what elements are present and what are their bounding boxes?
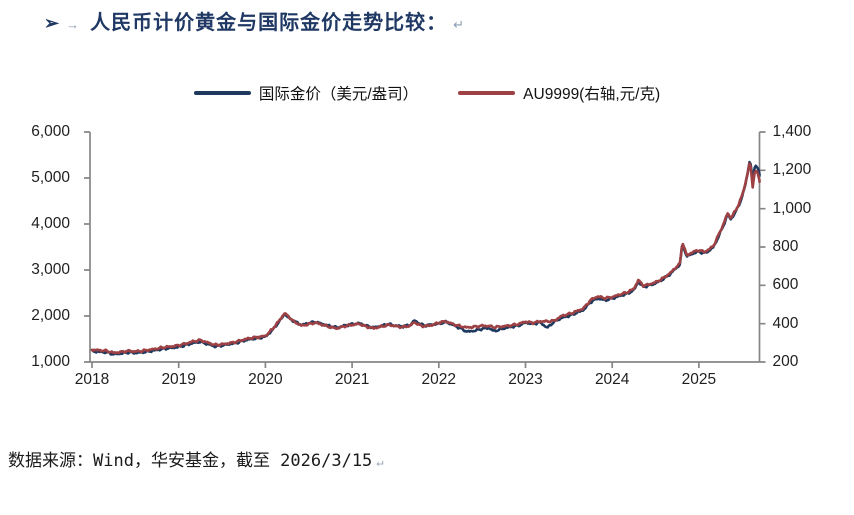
gold-price-chart: 6,000 5,000 4,000 3,000 2,000 1,000 1,400 1,200…: [31, 123, 812, 388]
paragraph-return-mark: ↵: [453, 17, 464, 32]
legend-line-sample-blue: [193, 90, 251, 96]
y-left-tick-label: 1,000: [31, 353, 70, 370]
y-right-tick-label: 1,000: [772, 199, 812, 217]
x-tick-label: 2025: [681, 371, 717, 388]
y-right-tick-label: 1,200: [772, 161, 812, 179]
x-tick-label: 2024: [594, 371, 630, 388]
y-left-tick-label: 2,000: [31, 307, 70, 324]
y-left-tick-label: 3,000: [31, 261, 70, 278]
x-tick-label: 2019: [161, 371, 196, 388]
chart-plot-svg: [84, 131, 766, 368]
legend-label: 国际金价（美元/盎司）: [258, 86, 419, 103]
legend-item-au9999: AU9999(右轴,元/克): [458, 82, 660, 104]
legend-item-intl-gold: 国际金价（美元/盎司）: [193, 82, 419, 104]
paragraph-return-mark: ↵: [376, 455, 384, 469]
figure-title-text: 人民币计价黄金与国际金价走势比较：: [90, 12, 448, 34]
legend-line-sample-red: [458, 90, 516, 96]
tab-arrow-mark: →: [66, 17, 80, 32]
y-right-tick-label: 400: [772, 314, 799, 332]
y-right-tick-label: 1,400: [772, 123, 812, 140]
x-tick-label: 2022: [421, 371, 457, 388]
y-right-tick-label: 800: [772, 238, 799, 255]
x-tick-label: 2020: [248, 371, 283, 388]
y-right-tick-label: 600: [772, 276, 799, 294]
data-source-note: 数据来源：Wind，华安基金，截至 2026/3/15 ↵: [8, 446, 384, 471]
x-tick-label: 2018: [74, 371, 110, 388]
x-tick-label: 2021: [334, 371, 370, 388]
y-right-tick-label: 200: [772, 353, 799, 370]
x-tick-label: 2023: [508, 371, 543, 388]
source-note-text: 数据来源：Wind，华安基金，截至 2026/3/15: [8, 451, 373, 471]
legend-label: AU9999(右轴,元/克): [523, 86, 661, 103]
figure-title: ➢ → 人民币计价黄金与国际金价走势比较： ↵: [44, 6, 464, 35]
y-left-tick-label: 6,000: [31, 123, 70, 140]
axis-lines: [84, 131, 766, 368]
chart-legend: 国际金价（美元/盎司） AU9999(右轴,元/克): [0, 82, 854, 104]
y-left-tick-label: 4,000: [31, 215, 70, 232]
y-left-tick-label: 5,000: [31, 169, 70, 186]
series-line-au9999: [90, 162, 761, 355]
arrow-bullet-icon: ➢: [44, 13, 60, 33]
